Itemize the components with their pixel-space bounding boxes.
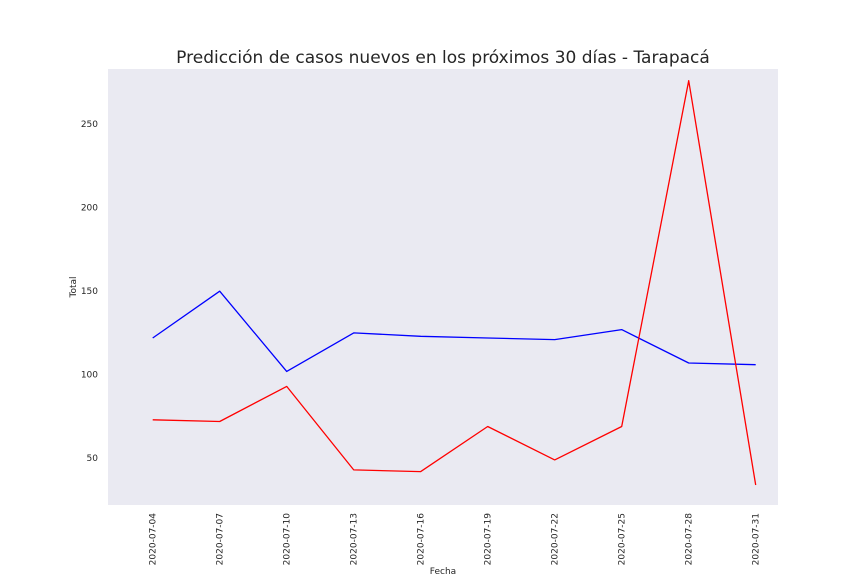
- x-tick-label: 2020-07-04: [149, 513, 159, 566]
- x-tick-label: 2020-07-13: [350, 513, 360, 565]
- x-tick-label: 2020-07-31: [752, 513, 762, 565]
- x-axis-label: Fecha: [430, 567, 456, 576]
- y-axis-label: Total: [69, 276, 79, 298]
- y-axis: 50 100 150 200 250: [81, 120, 98, 464]
- y-tick-label: 200: [81, 204, 98, 214]
- x-tick-label: 2020-07-16: [417, 513, 427, 566]
- x-tick-label: 2020-07-28: [685, 513, 695, 566]
- y-tick-label: 150: [81, 287, 98, 297]
- x-tick-label: 2020-07-22: [551, 513, 561, 565]
- plot-area: [108, 69, 778, 505]
- chart-title: Predicción de casos nuevos en los próxim…: [176, 48, 710, 68]
- x-tick-label: 2020-07-19: [484, 513, 494, 566]
- y-tick-label: 250: [81, 120, 98, 130]
- series-layer: [152, 80, 757, 486]
- x-tick-label: 2020-07-25: [618, 513, 628, 565]
- series-line-2: [152, 80, 757, 486]
- series-line-1: [152, 290, 756, 373]
- x-axis: 2020-07-04 2020-07-07 2020-07-10 2020-07-13…: [149, 513, 762, 566]
- x-tick-label: 2020-07-07: [216, 513, 226, 565]
- x-tick-label: 2020-07-10: [283, 513, 293, 566]
- y-tick-label: 100: [81, 371, 98, 381]
- y-tick-label: 50: [87, 454, 99, 464]
